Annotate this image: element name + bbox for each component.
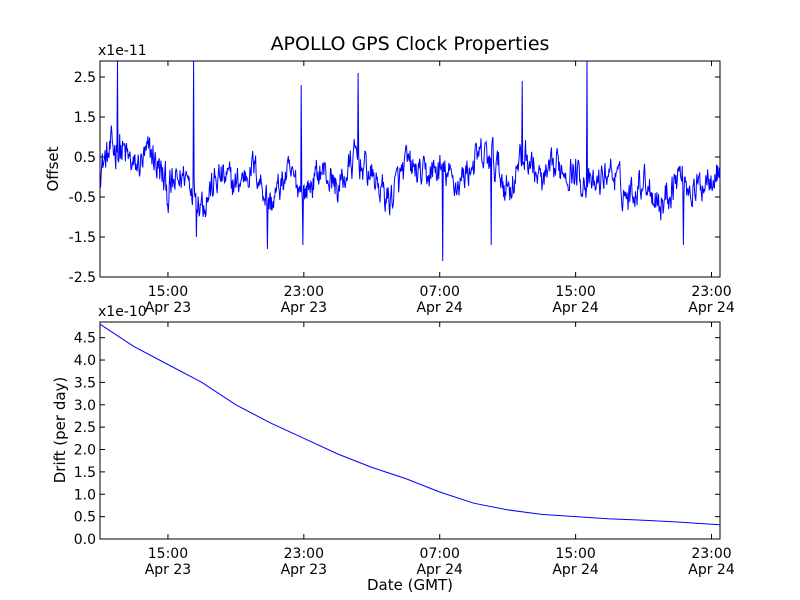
offset-xtick-time-label: 23:00: [691, 284, 731, 300]
drift-ytick-label: 0.0: [74, 532, 96, 548]
offset-ytick-label: 1.5: [74, 110, 96, 126]
offset-xtick-time-label: 15:00: [555, 284, 595, 300]
offset-xtick-date-label: Apr 23: [145, 300, 191, 316]
drift-xtick-time-label: 15:00: [555, 546, 595, 562]
offset-xtick-date-label: Apr 23: [281, 300, 327, 316]
offset-ytick-label: 0.5: [74, 150, 96, 166]
drift-xtick-time-label: 15:00: [148, 546, 188, 562]
drift-series-line: [99, 323, 721, 526]
drift-ytick-label: 0.5: [74, 510, 96, 526]
drift-ytick-label: 4.5: [74, 331, 96, 347]
drift-xtick-time-label: 23:00: [284, 546, 324, 562]
offset-xtick-date-label: Apr 24: [552, 300, 599, 316]
drift-ytick-label: 3.0: [74, 398, 96, 414]
drift-xtick-date-label: Apr 24: [688, 562, 735, 578]
drift-ytick-label: 1.0: [74, 487, 96, 503]
drift-ytick-label: 2.5: [74, 420, 96, 436]
drift-y-axis-label: Drift (per day): [51, 377, 69, 484]
drift-plot-area: [99, 321, 721, 540]
offset-ytick-label: -2.5: [69, 270, 96, 286]
offset-ytick-label: -0.5: [69, 190, 96, 206]
drift-exponent-label: x1e-10: [98, 304, 147, 320]
drift-xtick-date-label: Apr 24: [552, 562, 599, 578]
drift-ytick-label: 1.5: [74, 465, 96, 481]
drift-ytick-label: 4.0: [74, 353, 96, 369]
offset-y-axis-label: Offset: [44, 146, 62, 191]
drift-xtick-time-label: 23:00: [691, 546, 731, 562]
chart-title: APOLLO GPS Clock Properties: [271, 33, 550, 55]
drift-xtick-date-label: Apr 23: [145, 562, 191, 578]
drift-ytick-label: 3.5: [74, 375, 96, 391]
drift-x-axis-label: Date (GMT): [367, 576, 453, 594]
offset-xtick-date-label: Apr 24: [688, 300, 735, 316]
drift-xtick-date-label: Apr 23: [281, 562, 327, 578]
drift-ytick-label: 2.0: [74, 443, 96, 459]
offset-xtick-time-label: 07:00: [420, 284, 460, 300]
offset-exponent-label: x1e-11: [98, 43, 147, 59]
offset-xtick-time-label: 23:00: [284, 284, 324, 300]
offset-xtick-time-label: 15:00: [148, 284, 188, 300]
drift-xtick-time-label: 07:00: [420, 546, 460, 562]
offset-xtick-date-label: Apr 24: [416, 300, 463, 316]
offset-series-line: [99, 60, 721, 262]
offset-ytick-label: 2.5: [74, 70, 96, 86]
offset-ytick-label: -1.5: [69, 230, 96, 246]
drift-xtick-date-label: Apr 24: [416, 562, 463, 578]
